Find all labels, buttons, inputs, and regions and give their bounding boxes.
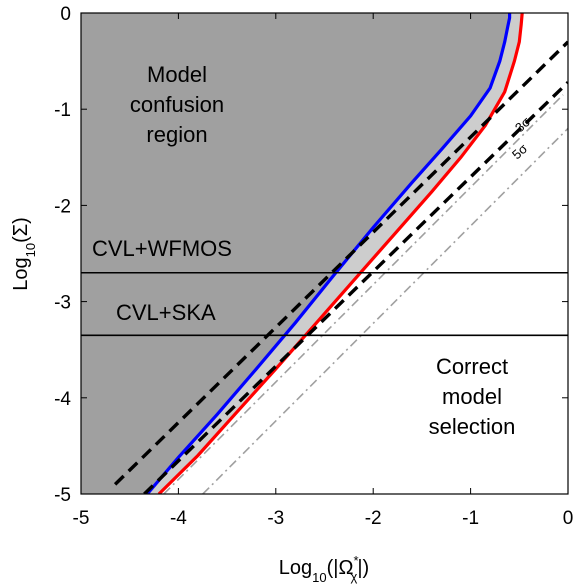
y-tick-label: -4 [54, 389, 71, 410]
confusion-label-line1: Model [147, 62, 207, 87]
red-curve-1 [157, 13, 524, 494]
y-axis-label: Log10(Σ) [10, 217, 38, 291]
y-tick-label: -3 [54, 293, 71, 314]
y-tick-label: -2 [54, 196, 71, 217]
x-tick-label: -4 [170, 508, 187, 529]
dashdot-line-4 [163, 94, 564, 494]
x-axis-label: Log10(|Ω* χ|) [279, 553, 369, 585]
blue-curve-0 [145, 13, 512, 494]
x-tick-label: -5 [73, 508, 90, 529]
y-tick-label: -5 [54, 485, 71, 506]
x-tick-label: -2 [365, 508, 382, 529]
x-tick-label: -3 [267, 508, 284, 529]
confusion-label-line3: region [146, 122, 207, 147]
hline-label-ska: CVL+SKA [116, 300, 216, 325]
correct-label-line2: model [442, 384, 502, 409]
sigma5-label: 5σ [509, 141, 530, 162]
plot-frame [80, 12, 569, 495]
confusion-region-fill [81, 13, 510, 494]
x-tick-label: -1 [462, 508, 479, 529]
confusion-label-line2: confusion [130, 92, 224, 117]
correct-label-line1: Correct [436, 354, 508, 379]
correct-label-line3: selection [429, 414, 516, 439]
y-tick-label: 0 [60, 4, 71, 25]
y-tick-label: -1 [54, 100, 71, 121]
x-tick-label: 0 [563, 508, 573, 529]
black-dashed-line-3 [143, 81, 568, 494]
hline-label-wfmos: CVL+WFMOS [92, 236, 232, 261]
black-dashed-line-2 [113, 40, 568, 486]
